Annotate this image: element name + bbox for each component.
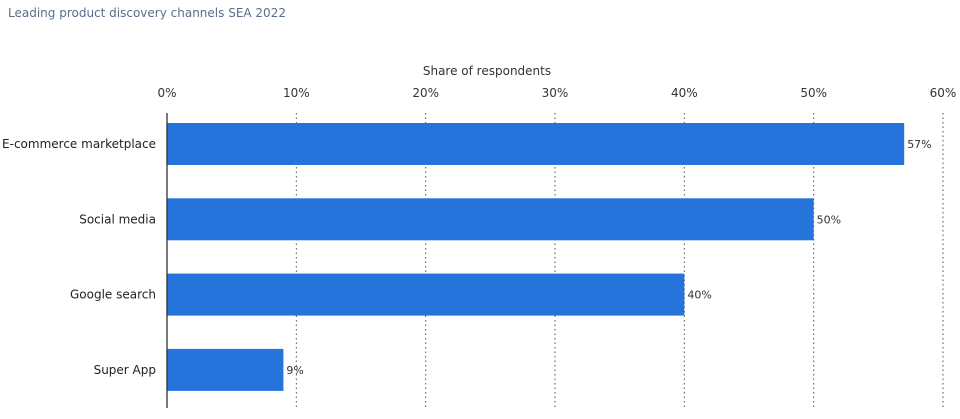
bar — [167, 123, 905, 165]
x-tick-label: 20% — [412, 86, 439, 100]
category-label: Google search — [70, 288, 156, 302]
bar — [167, 198, 814, 241]
category-label: Social media — [79, 212, 156, 226]
x-tick-label: 10% — [283, 86, 310, 100]
x-axis-title: Share of respondents — [423, 64, 551, 78]
x-tick-label: 60% — [930, 86, 957, 100]
value-label: 40% — [687, 289, 711, 302]
x-tick-label: 30% — [542, 86, 569, 100]
value-label: 50% — [817, 213, 841, 226]
bar — [167, 273, 685, 316]
category-label: E-commerce marketplace — [2, 137, 156, 151]
chart-title: Leading product discovery channels SEA 2… — [8, 6, 286, 20]
value-label: 57% — [907, 138, 931, 151]
bar — [167, 348, 284, 391]
x-tick-label: 40% — [671, 86, 698, 100]
value-labels: 57% 50% 40% 9% — [286, 138, 931, 377]
value-label: 9% — [286, 364, 303, 377]
category-label: Super App — [94, 363, 156, 377]
bars — [167, 123, 905, 391]
x-tick-label: 50% — [800, 86, 827, 100]
category-labels: E-commerce marketplace Social media Google… — [2, 137, 156, 377]
x-tick-label: 0% — [157, 86, 176, 100]
x-axis-ticks: 0% 10% 20% 30% 40% 50% 60% — [157, 86, 956, 100]
